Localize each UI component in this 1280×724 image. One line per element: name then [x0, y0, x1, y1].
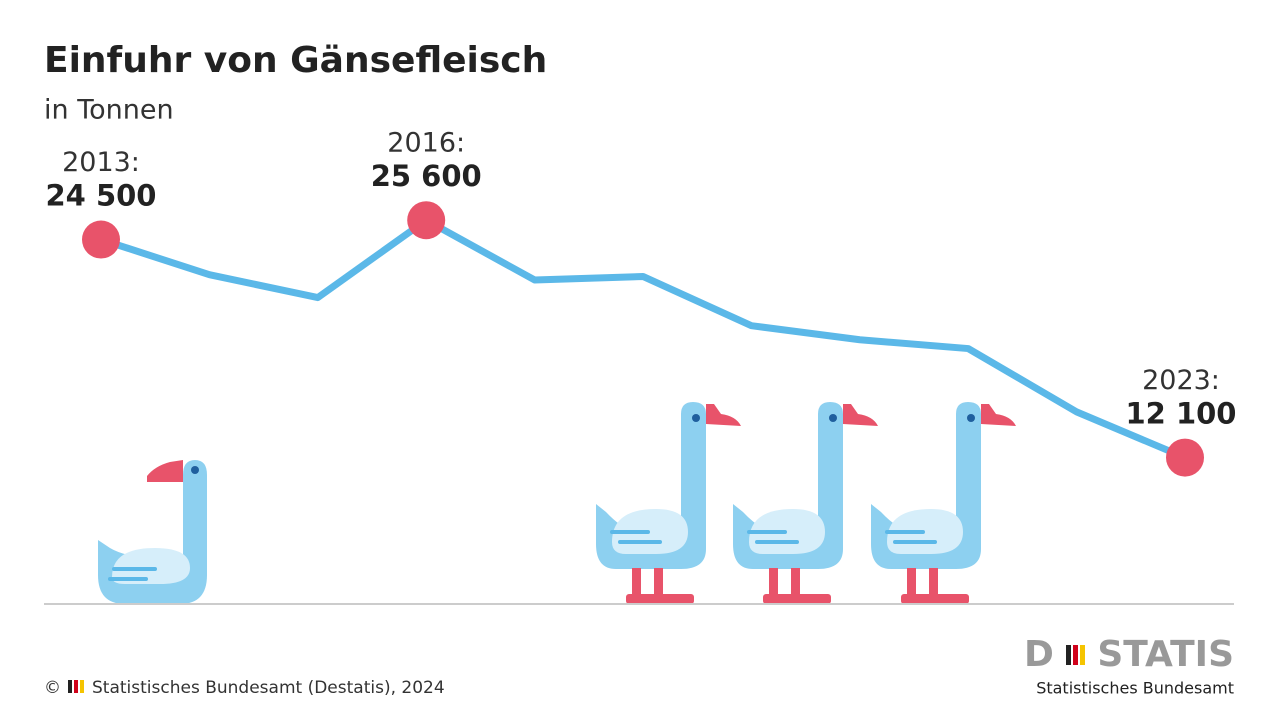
year-label: 2013: — [62, 147, 140, 178]
point — [407, 201, 446, 240]
chart-title: Einfuhr von Gänsefleisch — [44, 40, 547, 81]
year-label: 2016: — [387, 128, 465, 159]
copyright: © — [44, 678, 61, 698]
logo-left: D — [1024, 634, 1054, 675]
value-label: 25 600 — [371, 159, 482, 193]
decoration — [44, 402, 1234, 693]
source: Statistisches Bundesamt (Destatis), 2024 — [92, 678, 445, 698]
logo-right: STATIS — [1097, 634, 1234, 675]
logo-subtitle: Statistisches Bundesamt — [1036, 679, 1234, 698]
value-label: 12 100 — [1126, 397, 1237, 431]
value-label: 24 500 — [46, 179, 157, 213]
chart-subtitle: in Tonnen — [44, 95, 174, 126]
point — [82, 220, 120, 259]
point — [1166, 438, 1204, 477]
line — [99, 216, 1187, 461]
year-label: 2023: — [1142, 365, 1220, 396]
